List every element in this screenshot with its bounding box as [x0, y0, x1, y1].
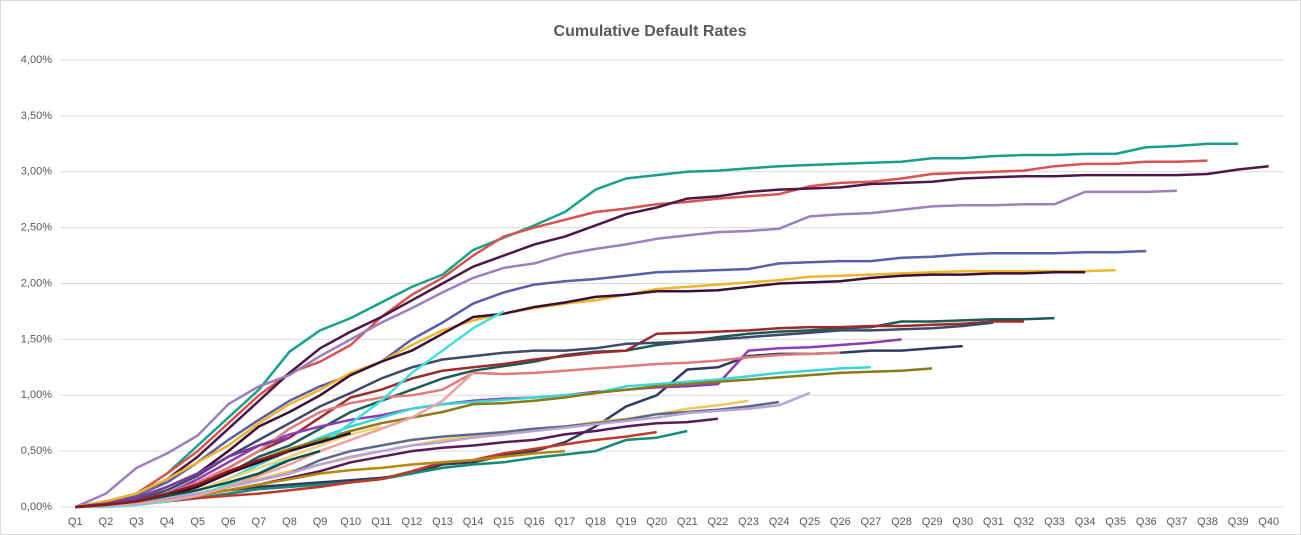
series-line	[75, 436, 290, 509]
y-tick-label: 4,00%	[21, 54, 52, 66]
series-line	[75, 391, 811, 509]
x-tick-label: Q25	[799, 516, 820, 528]
series-line	[75, 159, 1208, 509]
x-tick-label: Q40	[1258, 516, 1279, 528]
x-tick-label: Q24	[769, 516, 790, 528]
x-tick-label: Q33	[1044, 516, 1065, 528]
x-tick-label: Q36	[1136, 516, 1157, 528]
series-line	[75, 164, 1269, 509]
x-tick-label: Q34	[1075, 516, 1096, 528]
x-tick-label: Q22	[708, 516, 729, 528]
x-tick-label: Q20	[646, 516, 667, 528]
x-tick-label: Q1	[68, 516, 83, 528]
y-tick-label: 3,50%	[21, 110, 52, 122]
x-tick-label: Q26	[830, 516, 851, 528]
x-tick-label: Q14	[463, 516, 484, 528]
y-tick-label: 2,00%	[21, 277, 52, 289]
x-tick-label: Q23	[738, 516, 759, 528]
x-tick-label: Q15	[493, 516, 514, 528]
x-tick-label: Q32	[1014, 516, 1035, 528]
x-tick-label: Q38	[1197, 516, 1218, 528]
series-line	[75, 268, 1116, 509]
x-tick-label: Q2	[99, 516, 114, 528]
x-tick-label: Q35	[1105, 516, 1126, 528]
x-tick-label: Q29	[922, 516, 943, 528]
x-tick-label: Q19	[616, 516, 637, 528]
x-tick-label: Q13	[432, 516, 453, 528]
y-tick-label: 1,00%	[21, 389, 52, 401]
series-line	[75, 351, 841, 509]
y-tick-label: 0,50%	[21, 445, 52, 457]
y-tick-label: 1,50%	[21, 333, 52, 345]
x-tick-label: Q11	[371, 516, 391, 528]
x-tick-label: Q8	[282, 516, 297, 528]
y-tick-label: 3,00%	[21, 166, 52, 178]
x-tick-label: Q7	[252, 516, 267, 528]
x-tick-label: Q16	[524, 516, 545, 528]
x-tick-label: Q12	[402, 516, 423, 528]
x-tick-label: Q4	[160, 516, 175, 528]
x-tick-label: Q18	[585, 516, 606, 528]
x-tick-label: Q5	[190, 516, 205, 528]
x-tick-label: Q39	[1228, 516, 1249, 528]
y-tick-label: 0,00%	[21, 501, 52, 513]
x-tick-label: Q10	[340, 516, 361, 528]
x-tick-label: Q28	[891, 516, 912, 528]
x-tick-label: Q37	[1167, 516, 1188, 528]
chart-title: Cumulative Default Rates	[554, 23, 747, 40]
series-line	[75, 142, 1239, 509]
x-tick-label: Q27	[861, 516, 882, 528]
series-line	[75, 249, 1147, 509]
x-tick-label: Q3	[129, 516, 144, 528]
x-tick-label: Q6	[221, 516, 236, 528]
series-line	[75, 449, 290, 509]
series-line	[74, 189, 1177, 509]
y-tick-label: 2,50%	[21, 222, 52, 234]
x-tick-label: Q31	[983, 516, 1004, 528]
x-tick-label: Q17	[555, 516, 576, 528]
series-line	[75, 371, 474, 509]
series-line	[75, 271, 1086, 509]
x-tick-label: Q9	[313, 516, 328, 528]
x-tick-label: Q30	[952, 516, 973, 528]
x-tick-label: Q21	[677, 516, 698, 528]
